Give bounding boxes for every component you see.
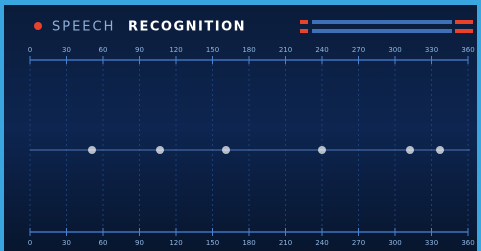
glow xyxy=(88,146,96,154)
ruler-label-top: 300 xyxy=(388,46,401,54)
ruler-label-top: 270 xyxy=(352,46,365,54)
ruler-label-top: 60 xyxy=(99,46,108,54)
ruler-label-bottom: 30 xyxy=(62,239,71,247)
ruler-label-top: 30 xyxy=(62,46,71,54)
ruler-label-top: 150 xyxy=(206,46,219,54)
ruler-label-bottom: 330 xyxy=(425,239,438,247)
glow xyxy=(406,146,414,154)
ruler-label-bottom: 210 xyxy=(279,239,292,247)
glow xyxy=(318,146,326,154)
ruler-label-top: 0 xyxy=(28,46,32,54)
title-bold: RECOGNITION xyxy=(128,20,246,35)
ruler-label-top: 90 xyxy=(135,46,144,54)
ruler-label-bottom: 120 xyxy=(169,239,182,247)
ruler-label-top: 330 xyxy=(425,46,438,54)
glow xyxy=(156,146,164,154)
ruler-label-top: 180 xyxy=(242,46,255,54)
ruler-label-bottom: 300 xyxy=(388,239,401,247)
ruler-label-bottom: 150 xyxy=(206,239,219,247)
ruler-label-bottom: 360 xyxy=(461,239,474,247)
ruler-label-top: 210 xyxy=(279,46,292,54)
speech-ui: SPEECH RECOGNITION 0 0 30 30 60 60 90 90 120 120 1… xyxy=(0,0,481,251)
record-dot xyxy=(34,22,42,30)
ruler-label-bottom: 90 xyxy=(135,239,144,247)
ruler-label-top: 120 xyxy=(169,46,182,54)
ruler-label-bottom: 270 xyxy=(352,239,365,247)
ruler-label-bottom: 60 xyxy=(99,239,108,247)
ruler-label-top: 240 xyxy=(315,46,328,54)
ruler-label-top: 360 xyxy=(461,46,474,54)
title-light: SPEECH xyxy=(52,20,115,35)
glow xyxy=(222,146,230,154)
ruler-label-bottom: 240 xyxy=(315,239,328,247)
ruler-label-bottom: 180 xyxy=(242,239,255,247)
glow xyxy=(436,146,444,154)
ruler-label-bottom: 0 xyxy=(28,239,32,247)
